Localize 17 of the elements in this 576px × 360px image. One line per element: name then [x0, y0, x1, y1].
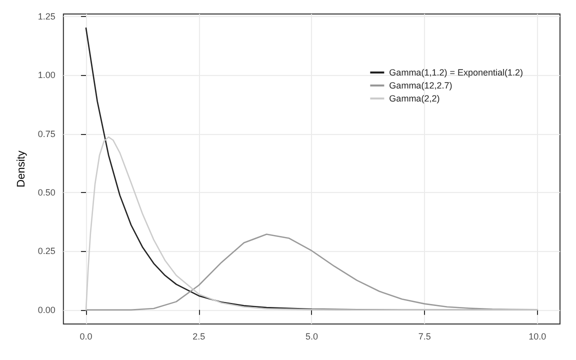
y-tick-label: 0.00 — [38, 304, 56, 315]
line-series — [85, 136, 538, 311]
x-tick-label: 5.0 — [305, 332, 318, 342]
y-axis-title: Density — [16, 150, 28, 188]
legend-label: Gamma(12,2.7) — [389, 80, 452, 90]
y-tick-label: 0.25 — [38, 246, 56, 256]
legend-label: Gamma(1,1.2) = Exponential(1.2) — [389, 68, 524, 78]
x-tick-label: 7.5 — [418, 332, 431, 342]
legend-label: Gamma(2,2) — [389, 94, 440, 104]
x-tick-label: 2.5 — [192, 332, 206, 342]
y-tick-label: 1.00 — [38, 70, 56, 80]
y-tick-label: 0.50 — [38, 187, 56, 198]
y-tick-label: 1.25 — [38, 11, 56, 22]
x-tick-label: 10.0 — [528, 332, 546, 342]
x-tick-label: 0.0 — [80, 332, 92, 342]
y-tick-label: 0.75 — [38, 128, 56, 139]
line-series — [85, 234, 538, 311]
